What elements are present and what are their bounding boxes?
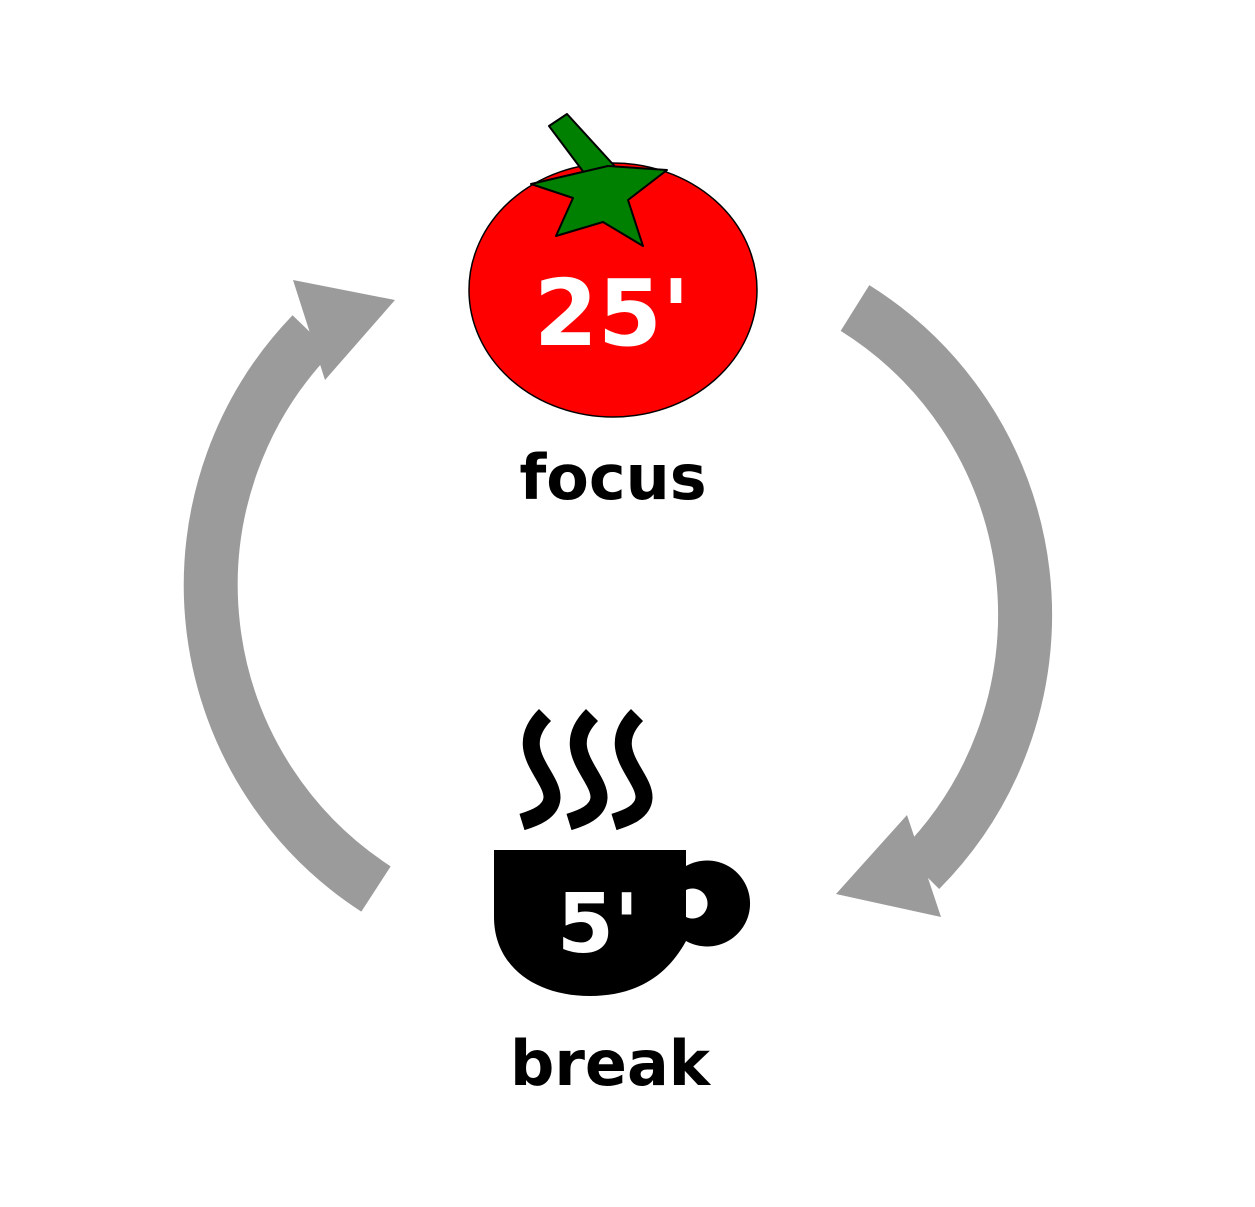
arrow-break-to-focus-head xyxy=(293,280,395,380)
focus-duration: 25' xyxy=(534,260,690,367)
cup-body xyxy=(494,850,751,996)
coffee-cup-icon: 5' xyxy=(494,708,751,996)
arrow-focus-to-break-shaft xyxy=(840,285,1053,890)
tomato-icon: 25' xyxy=(468,113,758,418)
arrow-focus-to-break-head xyxy=(836,815,941,917)
arrow-break-to-focus-shaft xyxy=(183,315,391,912)
steam-wave-2 xyxy=(566,708,608,831)
steam-wave-3 xyxy=(611,708,653,831)
break-label: break xyxy=(510,1027,712,1100)
tomato-leaves xyxy=(530,165,668,247)
steam-wave-1 xyxy=(519,708,561,831)
arrow-break-to-focus xyxy=(183,280,395,912)
steam-icon xyxy=(519,708,653,831)
focus-label: focus xyxy=(519,441,706,514)
break-duration: 5' xyxy=(557,877,639,972)
arrow-focus-to-break xyxy=(836,285,1053,917)
